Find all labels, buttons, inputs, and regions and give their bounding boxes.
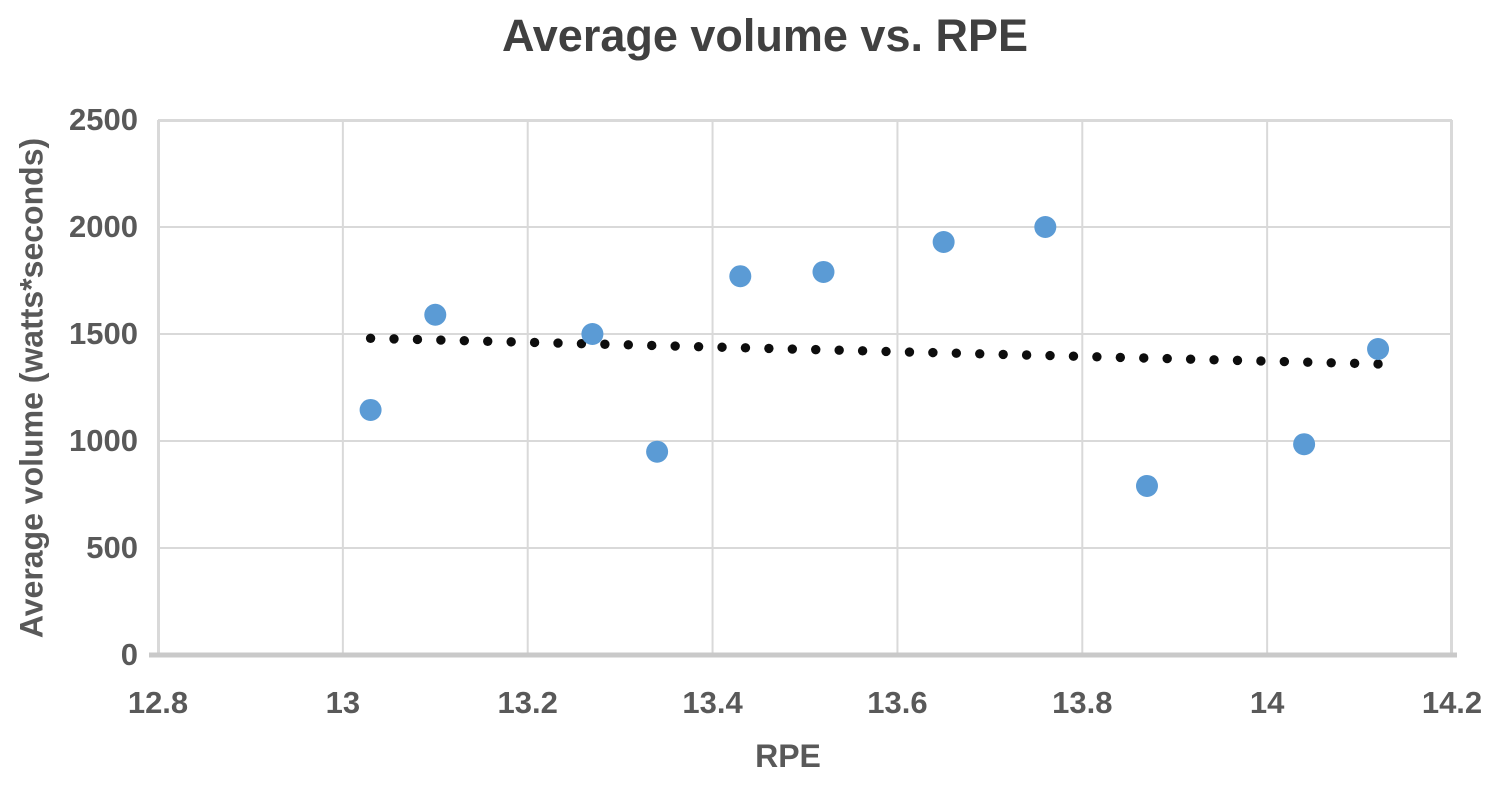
trendline-dot — [904, 347, 915, 357]
x-tick-label: 13.6 — [867, 685, 928, 720]
y-tick-label: 0 — [120, 637, 138, 672]
scatter-point — [1034, 216, 1057, 238]
y-tick-label: 500 — [86, 530, 138, 565]
trendline-dot — [483, 336, 493, 346]
trendline-dot — [1209, 355, 1219, 365]
y-tick-label: 1500 — [69, 316, 138, 351]
trendline-dot — [693, 341, 704, 352]
trendline-dot — [1185, 354, 1196, 364]
y-tick-label: 2500 — [69, 102, 138, 137]
trendline-dot — [951, 348, 962, 358]
trendline-dot — [811, 344, 821, 355]
x-tick-label: 13.4 — [682, 685, 743, 720]
trendline-dot — [1256, 356, 1266, 366]
scatter-point — [581, 323, 604, 345]
trendline-dot — [647, 340, 657, 351]
scatter-point — [1293, 433, 1316, 456]
scatter-point — [812, 260, 835, 283]
x-tick-label: 14.2 — [1421, 685, 1483, 720]
trendline-dot — [1162, 353, 1172, 364]
trendline-dot — [928, 347, 938, 358]
trendline-dot — [1349, 358, 1360, 369]
y-tick-label: 1000 — [69, 423, 138, 458]
scatter-point — [424, 303, 447, 326]
scatter-point — [932, 230, 955, 253]
trendline-dot — [998, 349, 1008, 360]
trendline-dot — [389, 334, 399, 344]
trendline-dot — [600, 339, 610, 349]
trendline-dot — [975, 349, 985, 359]
trendline-dot — [1139, 353, 1149, 363]
x-tick-label: 13.8 — [1052, 685, 1113, 720]
trendline-dot — [365, 333, 376, 343]
trendline-dot — [412, 334, 423, 345]
x-tick-label: 14 — [1249, 685, 1285, 720]
trendline-dot — [764, 343, 774, 354]
trendline-dot — [1303, 357, 1313, 367]
trendline-dot — [1279, 356, 1290, 367]
trendline-dot — [1092, 352, 1102, 362]
trendline-dot — [1232, 355, 1243, 366]
trendline-dot — [506, 337, 516, 347]
x-tick-label: 13.2 — [497, 685, 558, 720]
trendline-dot — [576, 338, 587, 349]
scatter-point — [729, 265, 752, 288]
x-axis-title: RPE — [755, 738, 821, 774]
trendline-dot — [857, 346, 868, 356]
trendline-dot — [553, 338, 563, 348]
trendline-dot — [1021, 350, 1032, 360]
chart-title: Average volume vs. RPE — [501, 10, 1029, 61]
plot-border — [158, 120, 1452, 655]
trendline-dot — [529, 337, 540, 348]
trendline-dot — [1068, 351, 1079, 361]
trendline-dot — [1045, 350, 1055, 361]
y-tick-label: 2000 — [69, 209, 138, 244]
scatter-point — [1135, 474, 1158, 497]
trendline-dot — [717, 342, 727, 352]
scatter-point — [359, 398, 382, 421]
trendline-dot — [670, 341, 680, 351]
trendline-dot — [436, 335, 446, 345]
trendline-dot — [740, 343, 751, 353]
trendline-dot — [881, 346, 891, 357]
trendline-dot — [1115, 352, 1126, 363]
scatter-point — [1367, 337, 1390, 360]
trendline-dot — [623, 340, 634, 350]
trendline-dot — [459, 335, 470, 346]
trendline-dot — [834, 345, 844, 355]
plot-area — [149, 119, 1457, 658]
trendline-dot — [1373, 359, 1383, 369]
x-tick-label: 13 — [325, 685, 361, 720]
trendline-dot — [787, 344, 798, 354]
trendline-dot — [1326, 358, 1336, 368]
scatter-point — [646, 440, 669, 463]
x-tick-label: 12.8 — [127, 685, 189, 720]
